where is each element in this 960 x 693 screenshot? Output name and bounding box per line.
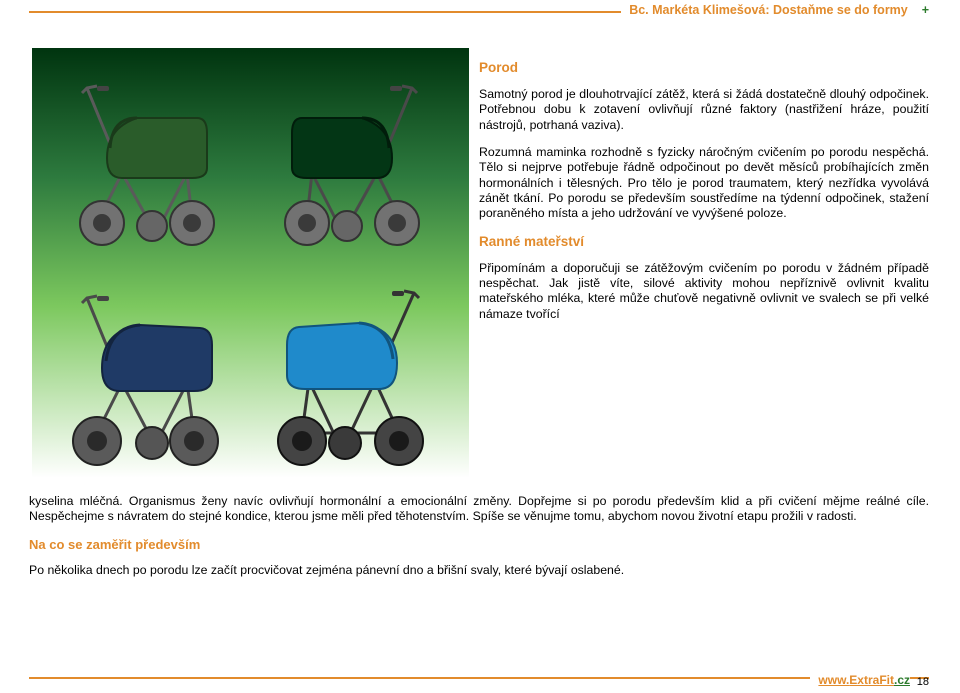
heading-nacose: Na co se zaměřit především	[29, 537, 929, 553]
footer-rule	[29, 677, 929, 679]
footer-url: www.ExtraFit.cz	[810, 673, 910, 687]
footer-mid: ExtraFit	[849, 673, 894, 687]
para-porod-2: Rozumná maminka rozhodně s fyzicky nároč…	[479, 145, 929, 222]
stroller-icon	[257, 58, 457, 258]
para-porod-1: Samotný porod je dlouhotrvající zátěž, k…	[479, 87, 929, 133]
header-author: Bc. Markéta Klimešová: Dostaňme se do fo…	[629, 3, 908, 17]
heading-porod: Porod	[479, 60, 929, 77]
footer-www: www.	[818, 673, 849, 687]
header-plus: +	[922, 3, 929, 17]
stroller-icon	[42, 58, 242, 258]
footer-cz: .cz	[894, 673, 910, 687]
page-number: 18	[917, 676, 929, 688]
para-nacose: Po několika dnech po porodu lze začít pr…	[29, 563, 929, 578]
header-title: Bc. Markéta Klimešová: Dostaňme se do fo…	[621, 3, 929, 17]
stroller-icon	[257, 273, 457, 473]
full-width-text: kyselina mléčná. Organismus ženy navíc o…	[29, 494, 929, 590]
para-ranne-full: kyselina mléčná. Organismus ženy navíc o…	[29, 494, 929, 525]
stroller-top-left	[42, 58, 242, 258]
stroller-top-right	[257, 58, 457, 258]
stroller-illustration	[32, 48, 469, 478]
right-text-column: Porod Samotný porod je dlouhotrvající zá…	[479, 60, 929, 322]
stroller-bot-right	[257, 273, 457, 473]
heading-ranne: Ranné mateřství	[479, 234, 929, 251]
stroller-icon	[42, 273, 242, 473]
stroller-bot-left	[42, 273, 242, 473]
para-ranne-lead: Připomínám a doporučuji se zátěžovým cvi…	[479, 261, 929, 322]
